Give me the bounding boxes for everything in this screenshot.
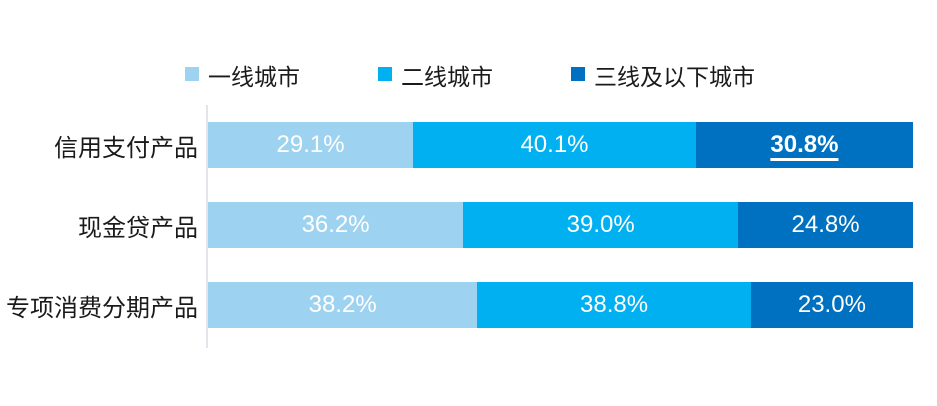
y-axis-line bbox=[206, 105, 208, 348]
chart-rows: 信用支付产品 29.1% 40.1% 30.8% 现金贷产品 36.2% 39.0% 24.8… bbox=[0, 122, 937, 328]
bar-segment: 38.2% bbox=[208, 282, 478, 328]
bar-segment: 24.8% bbox=[738, 202, 913, 248]
bar-segment: 40.1% bbox=[413, 122, 696, 168]
bar-segment: 38.8% bbox=[477, 282, 751, 328]
chart-row: 现金贷产品 36.2% 39.0% 24.8% bbox=[0, 202, 937, 248]
bar-segment: 29.1% bbox=[208, 122, 414, 168]
category-label: 现金贷产品 bbox=[78, 214, 198, 242]
legend: 一线城市 二线城市 三线及以下城市 bbox=[185, 62, 755, 92]
chart-row: 信用支付产品 29.1% 40.1% 30.8% bbox=[0, 122, 937, 168]
value-label: 40.1% bbox=[520, 131, 589, 158]
value-label: 23.0% bbox=[797, 291, 866, 318]
category-label: 专项消费分期产品 bbox=[6, 294, 198, 322]
legend-item: 三线及以下城市 bbox=[571, 63, 755, 90]
legend-swatch-icon bbox=[378, 67, 392, 81]
bar: 36.2% 39.0% 24.8% bbox=[208, 202, 913, 248]
bar: 29.1% 40.1% 30.8% bbox=[208, 122, 913, 168]
bar-segment: 36.2% bbox=[208, 202, 464, 248]
value-label: 38.2% bbox=[308, 291, 377, 318]
legend-item: 二线城市 bbox=[378, 63, 493, 90]
legend-swatch-icon bbox=[185, 67, 199, 81]
value-label: 36.2% bbox=[301, 211, 370, 238]
value-label: 38.8% bbox=[580, 291, 649, 318]
bar-segment: 23.0% bbox=[750, 282, 913, 328]
bar: 38.2% 38.8% 23.0% bbox=[208, 282, 913, 328]
bar-segment: 39.0% bbox=[463, 202, 739, 248]
legend-swatch-icon bbox=[571, 67, 585, 81]
value-label: 30.8% bbox=[770, 131, 839, 158]
value-label: 24.8% bbox=[791, 211, 860, 238]
value-label: 39.0% bbox=[566, 211, 635, 238]
legend-item: 一线城市 bbox=[185, 63, 300, 90]
legend-label: 三线及以下城市 bbox=[594, 63, 755, 90]
chart-row: 专项消费分期产品 38.2% 38.8% 23.0% bbox=[0, 282, 937, 328]
legend-label: 一线城市 bbox=[208, 63, 300, 90]
category-label: 信用支付产品 bbox=[54, 134, 198, 162]
value-label: 29.1% bbox=[276, 131, 345, 158]
legend-label: 二线城市 bbox=[401, 63, 493, 90]
bar-segment: 30.8% bbox=[695, 122, 913, 168]
